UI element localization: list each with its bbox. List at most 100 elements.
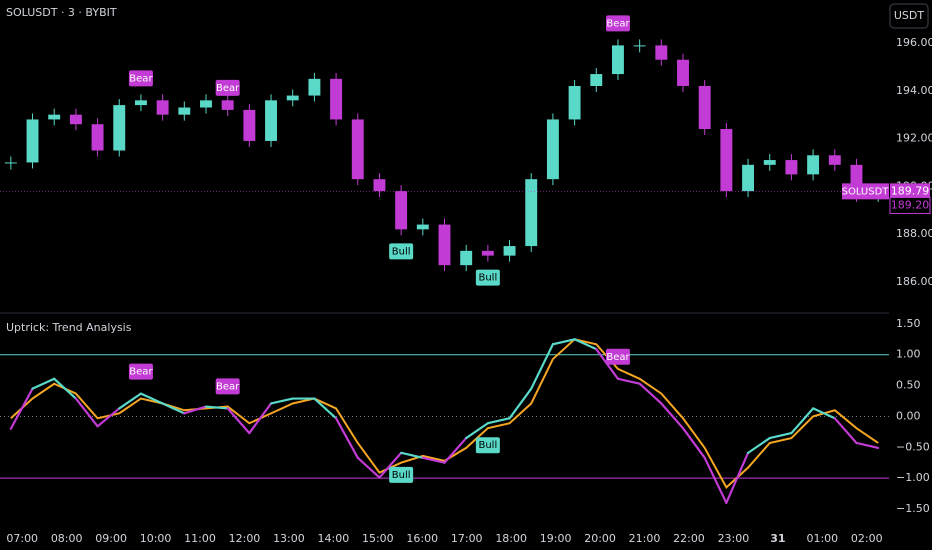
signal-annotation: Bear [128,363,153,380]
fast-line-segment [855,441,880,450]
symbol-label: SOLUSDT · 3 · BYBIT [6,6,117,19]
signal-box [389,243,414,260]
fast-line-segment [551,338,576,346]
fast-line-segment [443,436,468,464]
signal-box [128,70,153,87]
candle-body [265,100,277,141]
candle-body [308,78,321,96]
y-tick-label: −0.50 [896,440,930,453]
candle-body [481,250,494,256]
candle-body [720,129,733,192]
candle-body [742,164,755,192]
candle-body [395,191,408,230]
x-tick-label: 19:00 [540,532,572,545]
fast-line-segment [725,451,750,504]
last-price-name-tag [842,183,889,200]
x-tick-label: 07:00 [6,532,38,545]
y-tick-label: 188.00 [896,227,932,240]
candle-body [785,160,798,175]
candle-body [612,45,624,75]
fast-line-segment [96,407,121,428]
candle-body [503,246,516,256]
fast-line-segment [508,387,533,420]
fast-line-segment [486,417,511,425]
candle-body [373,179,386,192]
fast-line-segment [790,407,815,435]
candle-body [113,105,126,151]
candle-body [69,114,82,125]
candle-body [546,119,559,180]
candle-body [828,155,841,165]
x-tick-label: 10:00 [140,532,172,545]
fast-line-segment [400,451,424,459]
x-tick-label: 02:00 [851,532,883,545]
fast-line-segment [313,397,338,420]
candle-body [677,59,689,87]
fast-line-segment [248,402,273,435]
fast-line-segment [183,405,208,415]
signal-annotation: Bear [605,15,630,32]
x-tick-label: 18:00 [495,532,527,545]
candle-body [633,45,646,47]
signal-annotation: Bull [389,466,414,483]
signal-label: Bull [478,440,497,451]
fast-line-segment [530,343,555,390]
x-tick-label: 08:00 [51,532,83,545]
candle-body [243,109,256,141]
signal-annotation: Bull [475,269,500,286]
candle-body [807,155,820,175]
y-tick-label: −1.50 [896,502,930,515]
candle-body [48,114,61,120]
fast-line-segment [161,402,186,415]
fast-line-segment [638,382,663,405]
x-tick-label: 17:00 [451,532,483,545]
candle-body [351,119,364,180]
fast-line-segment [226,407,251,435]
reference-price-tag [889,196,931,214]
signal-annotation: Bull [475,437,500,454]
signal-box [605,15,630,32]
x-tick-label: 16:00 [406,532,438,545]
last-price-name: SOLUSDT [842,186,890,197]
candle-body [156,100,169,115]
candle-body [655,45,668,60]
fast-line-segment [465,422,489,440]
x-tick-label: 13:00 [273,532,305,545]
fast-line-segment [334,417,359,459]
fast-line-segment [573,338,598,351]
currency-label[interactable]: USDT [894,9,925,22]
fast-line-segment [356,456,381,479]
y-tick-label: 194.00 [896,84,932,97]
fast-line-segment [616,377,641,385]
fast-line-segment [139,392,164,405]
signal-box [475,437,500,454]
fast-line-segment [204,405,229,410]
y-tick-label: 0.00 [896,409,921,422]
y-tick-label: −1.00 [896,471,930,484]
y-tick-label: 186.00 [896,275,932,288]
slow-line [10,338,879,490]
signal-box [128,363,153,380]
fast-line-segment [681,427,706,459]
x-tick-label: 12:00 [229,532,261,545]
x-tick-label: 21:00 [629,532,661,545]
signal-label: Bear [129,367,153,378]
x-tick-label: 01:00 [806,532,838,545]
y-tick-label: 0.50 [896,379,921,392]
signal-box [215,79,240,96]
candle-body [698,86,711,130]
candle-body [590,74,603,87]
indicator-title: Uptrick: Trend Analysis [6,321,132,334]
signal-label: Bull [478,273,497,284]
signal-annotation: Bull [389,243,414,260]
signal-annotation: Bear [215,378,240,395]
signal-box [215,378,240,395]
signal-label: Bull [392,246,411,257]
fast-line-segment [31,377,56,390]
fast-line-segment [53,377,77,400]
candle-body [568,86,581,120]
candle-body [26,119,39,163]
candle-body [4,162,17,164]
currency-button[interactable] [889,3,929,29]
y-tick-label: 1.00 [896,348,921,361]
